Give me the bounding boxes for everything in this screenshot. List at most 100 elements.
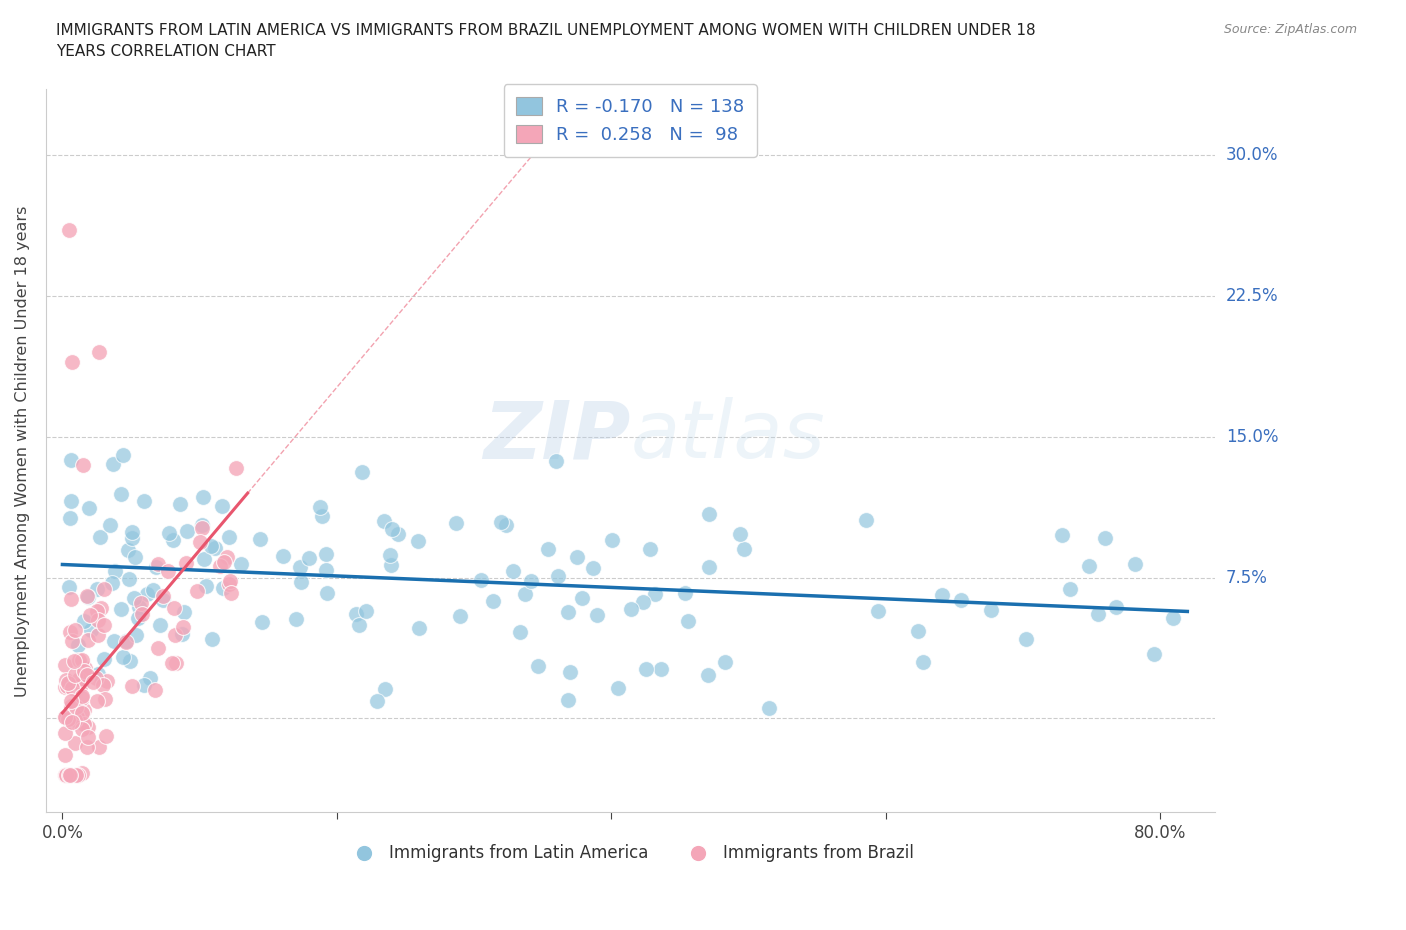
Point [193, 551, 215, 566]
Point [311, 509, 333, 524]
Point [86, 604, 108, 618]
Point [77, 730, 100, 745]
Point [308, 499, 330, 514]
Point [59, 511, 82, 525]
Point [121, 525, 143, 539]
Point [55, 767, 77, 782]
Point [59, 711, 82, 725]
Point [162, 601, 184, 616]
Point [118, 654, 141, 669]
Point [58, 223, 80, 238]
Y-axis label: Unemployment Among Women with Children Under 18 years: Unemployment Among Women with Children U… [15, 206, 30, 697]
Point [502, 564, 524, 578]
Point [73, 614, 96, 629]
Point [63, 735, 86, 750]
Point [94, 692, 117, 707]
Point [218, 530, 240, 545]
Point [380, 548, 402, 563]
Point [131, 595, 153, 610]
Point [101, 576, 124, 591]
Point [125, 628, 148, 643]
Point [354, 604, 377, 618]
Point [62, 653, 84, 668]
Point [124, 550, 146, 565]
Point [103, 634, 125, 649]
Point [58, 767, 80, 782]
Point [218, 574, 240, 589]
Point [209, 559, 232, 574]
Point [56, 711, 79, 726]
Point [374, 682, 396, 697]
Point [714, 655, 737, 670]
Point [547, 568, 569, 583]
Point [53, 710, 76, 724]
Point [644, 587, 666, 602]
Point [63, 668, 86, 683]
Point [170, 626, 193, 641]
Point [86, 582, 108, 597]
Point [87, 666, 110, 681]
Point [84, 671, 107, 685]
Point [149, 618, 172, 632]
Point [146, 641, 169, 656]
Point [509, 625, 531, 640]
Point [546, 453, 568, 468]
Point [146, 556, 169, 571]
Point [53, 767, 76, 782]
Point [117, 571, 139, 586]
Point [117, 543, 139, 558]
Point [152, 589, 174, 604]
Point [70, 691, 93, 706]
Point [65, 622, 87, 637]
Point [195, 578, 218, 593]
Point [1014, 632, 1036, 647]
Point [557, 604, 579, 619]
Point [58, 767, 80, 782]
Point [93, 618, 115, 632]
Point [191, 517, 214, 532]
Point [557, 693, 579, 708]
Point [58, 711, 80, 726]
Point [59, 452, 82, 467]
Point [284, 612, 307, 627]
Point [211, 498, 233, 513]
Point [59, 699, 82, 714]
Point [87, 628, 110, 643]
Point [673, 586, 696, 601]
Point [110, 487, 132, 502]
Point [67, 652, 90, 667]
Point [60, 711, 83, 725]
Point [204, 541, 226, 556]
Point [866, 604, 889, 618]
Point [76, 668, 98, 683]
Point [98, 517, 121, 532]
Text: 22.5%: 22.5% [1226, 287, 1278, 305]
Point [60, 714, 83, 729]
Point [571, 591, 593, 605]
Point [65, 711, 87, 726]
Point [77, 719, 100, 734]
Point [315, 563, 337, 578]
Point [73, 703, 96, 718]
Point [53, 725, 76, 740]
Point [53, 658, 76, 672]
Point [65, 767, 87, 782]
Point [76, 739, 98, 754]
Point [980, 603, 1002, 618]
Point [76, 589, 98, 604]
Point [93, 651, 115, 666]
Point [408, 621, 430, 636]
Point [631, 594, 654, 609]
Point [60, 681, 83, 696]
Point [1123, 557, 1146, 572]
Point [60, 633, 83, 648]
Point [58, 579, 80, 594]
Point [60, 591, 83, 606]
Point [127, 611, 149, 626]
Point [60, 715, 83, 730]
Point [93, 581, 115, 596]
Point [131, 606, 153, 621]
Point [73, 717, 96, 732]
Point [70, 721, 93, 736]
Point [70, 688, 93, 703]
